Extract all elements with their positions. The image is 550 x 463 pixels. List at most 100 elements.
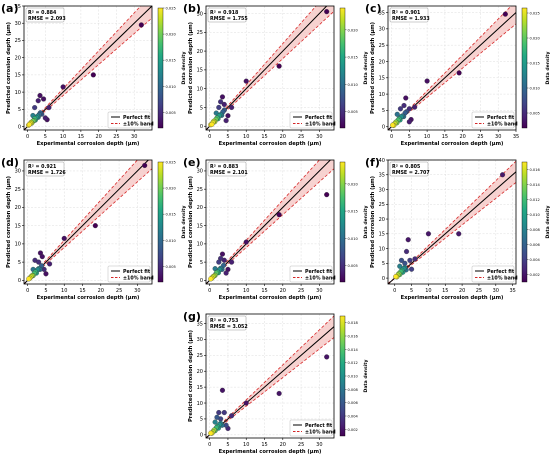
perfect-fit-line [206, 160, 332, 284]
data-point [243, 400, 249, 406]
colorbar-tick-label: 0.010 [530, 87, 541, 91]
legend-frame [289, 265, 333, 283]
rmse-text: RMSE = 2.707 [392, 170, 430, 176]
x-tick-label: 10 [243, 288, 249, 294]
band-lower-line [24, 17, 152, 130]
colorbar-tick-label: 0.014 [348, 348, 359, 352]
chart-panel: 0 5 10 15 20 25 30 0 5 10 15 20 25 30 35 Experimental c… [1, 2, 187, 147]
data-point [412, 256, 418, 262]
x-tick-label: 0 [208, 442, 211, 448]
y-tick-label: 0 [382, 276, 385, 282]
stats-box-frame [389, 7, 429, 23]
x-tick-label: 30 [495, 134, 501, 140]
x-axis-label: Experimental corrosion depth (μm) [219, 449, 322, 455]
x-tick-label: 35 [509, 288, 515, 294]
colorbar-tick-label: 0.002 [348, 428, 358, 432]
legend: Perfect fit±10% band [289, 265, 336, 283]
y-tick-label: 20 [197, 49, 203, 55]
colorbar-tick-label: 0.010 [348, 237, 359, 241]
band-lower-line [388, 23, 516, 130]
x-tick-label: 0 [390, 134, 393, 140]
data-point [225, 113, 231, 119]
legend-frame [289, 419, 333, 437]
stats-box-frame [207, 161, 247, 177]
legend: Perfect fit±10% band [471, 111, 518, 129]
x-tick-label: 35 [513, 134, 519, 140]
y-tick-label: 10 [197, 242, 203, 248]
r2-text: R² = 0.753 [210, 318, 238, 324]
y-axis-label: Predicted corrosion depth (μm) [370, 22, 376, 114]
legend-perfect-label: Perfect fit [305, 115, 333, 121]
colorbar [521, 161, 528, 283]
data-point [36, 259, 42, 265]
rmse-text: RMSE = 2.101 [210, 170, 248, 176]
data-point [324, 354, 330, 360]
y-tick-label: 15 [197, 68, 203, 74]
y-tick-label: 0 [18, 278, 21, 284]
y-tick-label: 15 [197, 385, 203, 391]
data-point [221, 101, 227, 107]
data-point [42, 115, 48, 121]
colorbar-label: Data density [363, 206, 369, 239]
data-point [456, 70, 462, 76]
data-point [424, 78, 430, 84]
band-upper-line [206, 6, 317, 130]
colorbar-tick-label: 0.014 [530, 183, 541, 187]
colorbar-tick-label: 0.015 [166, 59, 176, 63]
y-tick-label: 20 [15, 55, 21, 61]
x-tick-label: 0 [26, 134, 29, 140]
data-point [219, 251, 226, 257]
data-point [208, 430, 214, 436]
x-tick-label: 20 [459, 134, 465, 140]
x-tick-label: 15 [78, 134, 84, 140]
y-tick-label: 5 [200, 105, 203, 111]
colorbar-tick-label: 0.020 [348, 28, 359, 32]
r2-text: R² = 0.901 [392, 10, 420, 16]
y-tick-label: 5 [18, 260, 21, 266]
colorbar-tick-label: 0.012 [530, 198, 540, 202]
data-point [61, 235, 67, 241]
y-axis-label: Predicted corrosion depth (μm) [188, 22, 194, 114]
legend-band-label: ±10% band [487, 121, 518, 127]
legend: Perfect fit±10% band [471, 265, 518, 283]
y-tick-label: 25 [197, 187, 203, 193]
chart-panel: 0 5 10 15 20 25 30 35 0 5 10 15 20 25 30 35 40 Experiment… [365, 156, 550, 301]
data-point [43, 271, 49, 277]
colorbar-tick-label: 0.008 [348, 388, 359, 392]
y-tick-label: 25 [15, 187, 21, 193]
x-tick-label: 20 [280, 442, 286, 448]
x-axis-label: Experimental corrosion depth (μm) [219, 295, 322, 301]
data-point [229, 104, 235, 111]
legend-band-label: ±10% band [305, 121, 336, 127]
colorbar-label: Data density [363, 360, 369, 393]
x-tick-label: 30 [134, 288, 140, 294]
data-point [407, 257, 413, 263]
x-tick-label: 30 [493, 288, 499, 294]
y-tick-label: 30 [379, 27, 385, 33]
chart-panel: 0 5 10 15 20 25 30 0 5 10 15 20 25 30 35 Experimental c… [183, 310, 369, 455]
y-axis-label: Predicted corrosion depth (μm) [370, 176, 376, 268]
x-tick-label: 30 [316, 134, 322, 140]
colorbar-tick-label: 0.020 [166, 33, 177, 37]
x-tick-label: 5 [226, 442, 229, 448]
y-tick-label: 5 [18, 107, 21, 113]
data-point [208, 276, 214, 282]
colorbar-tick-label: 0.016 [348, 335, 359, 339]
x-tick-label: 10 [60, 134, 66, 140]
y-tick-label: 30 [197, 337, 203, 343]
data-point [412, 104, 418, 110]
data-point [218, 99, 224, 105]
x-tick-label: 25 [298, 134, 304, 140]
colorbar-tick-label: 0.006 [348, 401, 359, 405]
y-tick-label: 0 [382, 125, 385, 131]
colorbar-tick-label: 0.010 [166, 239, 177, 243]
data-point [425, 231, 431, 237]
legend-perfect-label: Perfect fit [123, 115, 151, 121]
chart-panel: 0 5 10 15 20 25 30 35 0 5 10 15 20 25 30 35 Experimental… [365, 2, 550, 147]
x-axis-label: Experimental corrosion depth (μm) [219, 141, 322, 147]
y-tick-label: 20 [197, 369, 203, 375]
